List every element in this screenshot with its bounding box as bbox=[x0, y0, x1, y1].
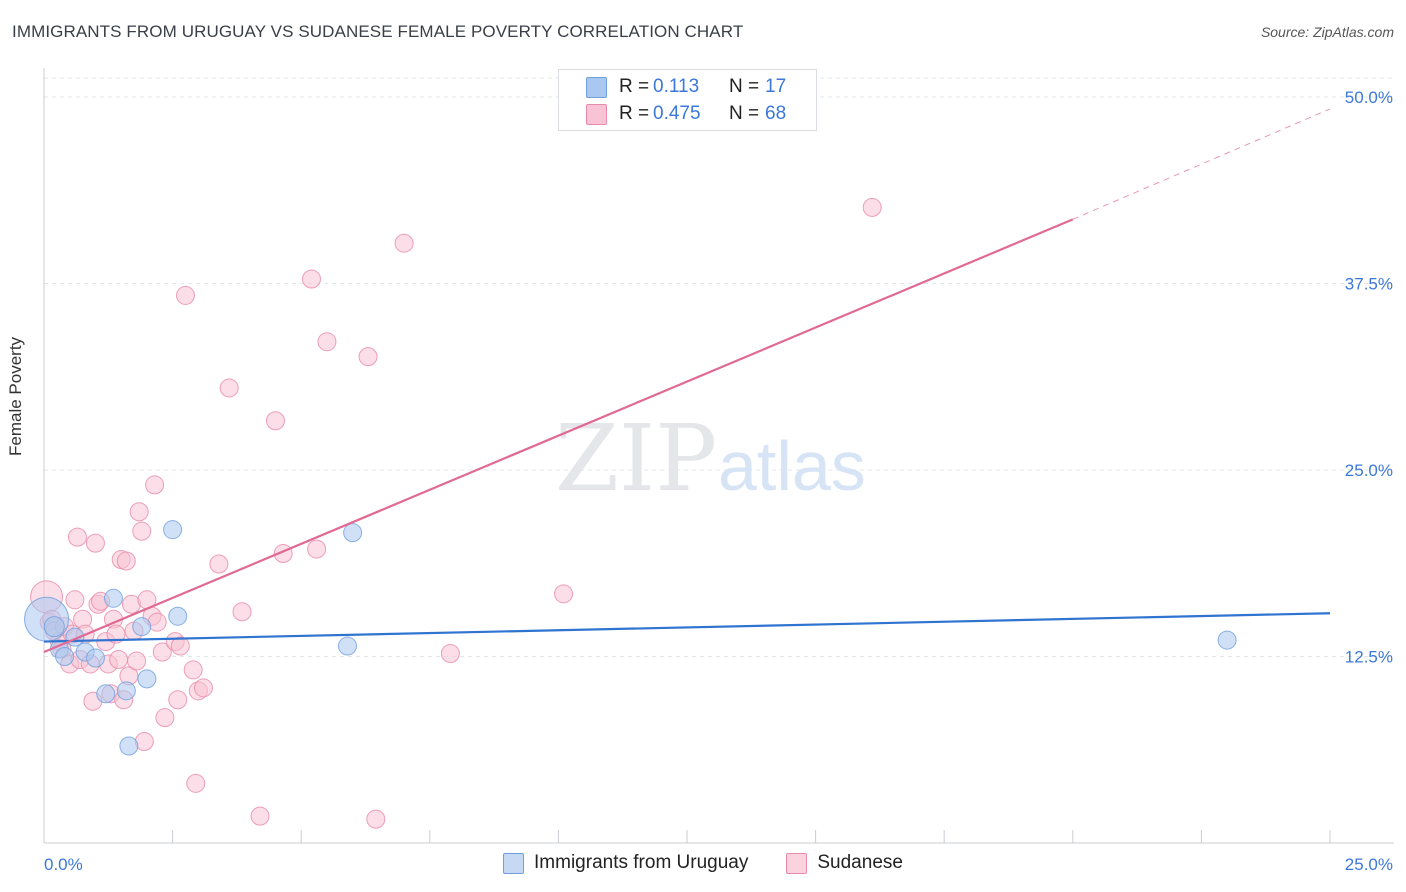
uruguay-point bbox=[337, 636, 357, 656]
uruguay-point bbox=[119, 736, 139, 756]
legend-item-sudanese[interactable]: Sudanese bbox=[786, 852, 903, 874]
legend-n-value: 17 bbox=[765, 76, 787, 97]
sudanese-point bbox=[175, 285, 195, 305]
watermark: ZIP atlas bbox=[555, 405, 866, 512]
source-label: Source: ZipAtlas.com bbox=[1260, 24, 1394, 40]
sudanese-point bbox=[317, 332, 337, 352]
trend-lines bbox=[43, 108, 1331, 654]
uruguay-point bbox=[137, 669, 157, 689]
chart-title: IMMIGRANTS FROM URUGUAY VS SUDANESE FEMA… bbox=[12, 22, 744, 41]
sudanese-point bbox=[440, 644, 460, 664]
sudanese-point bbox=[170, 636, 190, 656]
y-axis-label: Female Poverty bbox=[6, 336, 25, 456]
sudanese-point bbox=[193, 678, 213, 698]
sudanese-point bbox=[183, 660, 203, 680]
legend-n-value: 68 bbox=[765, 103, 787, 124]
y-tick-label: 37.5% bbox=[1345, 275, 1393, 294]
legend-swatch-sudanese bbox=[786, 852, 808, 874]
y-tick-label: 12.5% bbox=[1345, 648, 1393, 667]
sudanese-point bbox=[307, 539, 327, 559]
uruguay-point bbox=[343, 523, 363, 543]
sudanese-point bbox=[116, 551, 136, 571]
uruguay-point bbox=[163, 520, 183, 540]
uruguay-point bbox=[96, 684, 116, 704]
legend-row-sudanese: R = 0.475 N = 68 bbox=[586, 102, 787, 126]
uruguay-point bbox=[55, 647, 75, 666]
sudanese-point bbox=[129, 502, 149, 522]
watermark-atlas: atlas bbox=[718, 427, 866, 505]
watermark-zip: ZIP bbox=[555, 405, 717, 512]
y-tick-label: 25.0% bbox=[1345, 461, 1393, 480]
uruguay-point bbox=[132, 617, 152, 637]
uruguay-point bbox=[85, 648, 105, 668]
sudanese-point bbox=[85, 533, 105, 553]
sudanese-point bbox=[554, 584, 574, 604]
sudanese-point bbox=[265, 411, 285, 431]
uruguay-point bbox=[43, 616, 65, 638]
sudanese-point bbox=[67, 527, 87, 547]
uruguay-point bbox=[116, 681, 136, 701]
legend-label-sudanese: Sudanese bbox=[817, 852, 903, 873]
uruguay-point bbox=[168, 606, 188, 626]
sudanese-point bbox=[168, 690, 188, 710]
sudanese-point bbox=[366, 809, 386, 829]
series-legend: Immigrants from Uruguay Sudanese bbox=[0, 852, 1406, 874]
correlation-legend: R = 0.113 N = 17 R = 0.475 N = 68 bbox=[558, 69, 817, 131]
sudanese-trend-line bbox=[43, 218, 1074, 654]
sudanese-point bbox=[209, 554, 229, 574]
sudanese-point bbox=[250, 806, 270, 826]
sudanese-point bbox=[109, 649, 129, 669]
uruguay-trend-line bbox=[43, 612, 1331, 643]
sudanese-point bbox=[301, 269, 321, 289]
uruguay-point bbox=[24, 596, 70, 642]
x-tick-label: 25.0% bbox=[1345, 855, 1393, 874]
legend-r-value: 0.113 bbox=[653, 76, 700, 97]
sudanese-point bbox=[155, 708, 175, 728]
x-tick-label: 0.0% bbox=[44, 855, 83, 874]
legend-r-label: R = bbox=[619, 76, 650, 97]
legend-n-label: N = bbox=[729, 76, 760, 97]
sudanese-point bbox=[65, 590, 85, 610]
sudanese-point bbox=[862, 197, 882, 217]
axes bbox=[43, 68, 1394, 844]
uruguay-point bbox=[1217, 630, 1237, 650]
sudanese-point bbox=[145, 475, 165, 495]
legend-row-uruguay: R = 0.113 N = 17 bbox=[586, 75, 787, 99]
sudanese-point bbox=[219, 378, 239, 398]
tick-labels: 12.5% 25.0% 37.5% 50.0% 0.0% 25.0% bbox=[44, 88, 1393, 874]
sudanese-point bbox=[186, 773, 206, 793]
sudanese-point bbox=[358, 347, 378, 367]
sudanese-point bbox=[152, 642, 172, 662]
sudanese-point bbox=[394, 233, 414, 253]
uruguay-point bbox=[103, 588, 123, 608]
sudanese-point bbox=[132, 521, 152, 541]
legend-n-label: N = bbox=[729, 103, 760, 124]
sudanese-trend-line-extension bbox=[1072, 108, 1331, 220]
legend-r-value: 0.475 bbox=[653, 103, 701, 124]
sudanese-point bbox=[127, 651, 147, 671]
legend-item-uruguay[interactable]: Immigrants from Uruguay bbox=[503, 852, 748, 874]
y-tick-label: 50.0% bbox=[1345, 88, 1393, 107]
data-points bbox=[24, 197, 1237, 829]
legend-r-label: R = bbox=[619, 103, 650, 124]
sudanese-point bbox=[232, 602, 252, 622]
legend-swatch-uruguay bbox=[503, 852, 525, 874]
legend-label-uruguay: Immigrants from Uruguay bbox=[534, 852, 749, 873]
legend-swatch-sudanese bbox=[586, 103, 607, 125]
legend-swatch-uruguay bbox=[586, 76, 607, 98]
